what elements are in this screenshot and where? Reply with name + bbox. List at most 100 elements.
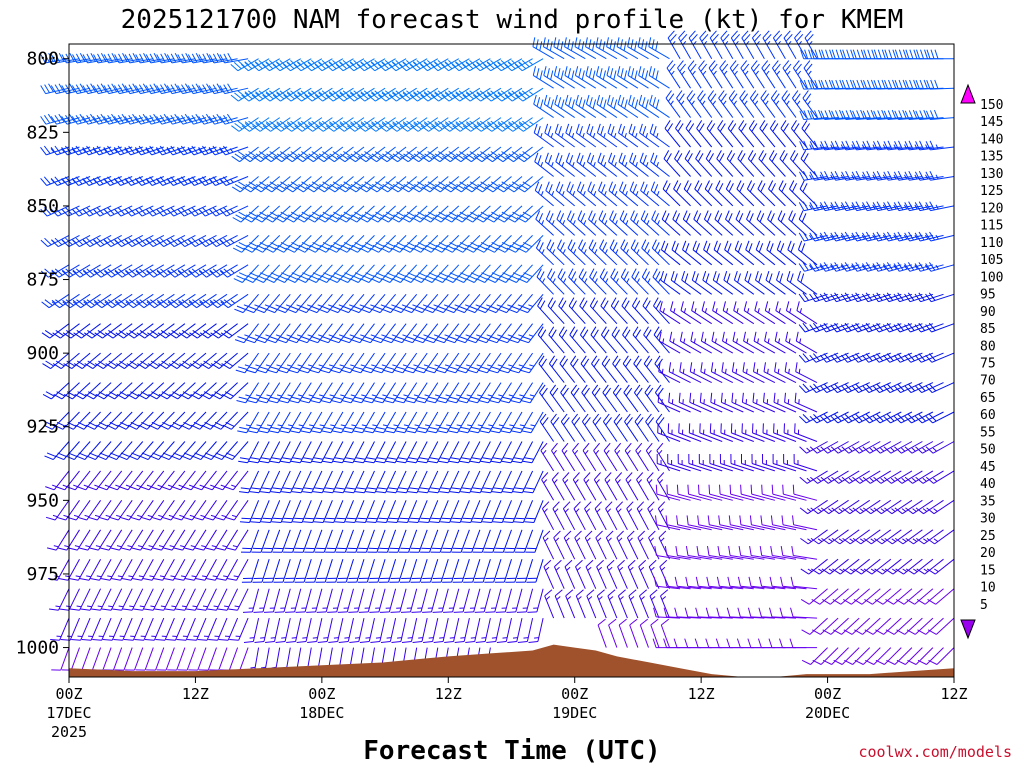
wind-barb — [564, 559, 576, 589]
wind-barb — [124, 145, 154, 156]
wind-barb — [730, 453, 754, 472]
wind-barb — [730, 30, 744, 59]
wind-barb — [554, 589, 565, 619]
wind-barb — [523, 470, 544, 494]
wind-barb — [462, 87, 491, 102]
wind-barb — [444, 617, 460, 643]
y-tick-label: 900 — [26, 343, 59, 364]
wind-barb — [364, 441, 386, 464]
wind-barb — [325, 529, 344, 553]
wind-barb — [338, 264, 365, 283]
wind-barb — [188, 293, 217, 309]
wind-barb — [617, 589, 628, 619]
wind-barb — [548, 326, 565, 354]
wind-barb — [703, 240, 723, 266]
wind-barb — [370, 617, 386, 643]
wind-barb — [667, 423, 691, 442]
wind-barb — [78, 529, 102, 551]
wind-barb — [473, 146, 502, 163]
wind-barb — [179, 382, 207, 400]
wind-barb — [702, 270, 723, 295]
wind-barb — [430, 87, 460, 102]
wind-barb — [729, 484, 754, 501]
wind-barb — [253, 588, 270, 613]
wind-barb — [187, 113, 217, 125]
wind-barb — [442, 559, 460, 583]
wind-barb — [335, 529, 354, 553]
wind-barb — [801, 120, 818, 148]
wind-barb — [113, 113, 143, 125]
wind-barb — [475, 617, 491, 643]
wind-barb — [547, 268, 565, 295]
wind-barb — [431, 117, 460, 132]
wind-barb — [83, 293, 112, 309]
wind-barb — [460, 470, 481, 494]
wind-barb — [737, 150, 755, 177]
wind-barb — [676, 90, 692, 118]
wind-barb — [359, 235, 386, 253]
colorbar-label: 60 — [980, 408, 996, 423]
wind-barb — [753, 362, 776, 384]
wind-barb — [263, 176, 291, 193]
wind-barb — [327, 588, 344, 613]
wind-barb — [284, 559, 302, 583]
wind-barb — [409, 529, 428, 553]
x-tick-label: 00Z — [308, 685, 335, 703]
wind-barb — [689, 392, 712, 413]
wind-barb — [135, 647, 154, 671]
wind-barb — [598, 181, 618, 207]
wind-barb — [136, 293, 165, 309]
wind-barb — [612, 384, 628, 413]
wind-barb — [501, 441, 523, 464]
wind-barb — [649, 94, 670, 119]
wind-barb — [785, 301, 807, 325]
wind-barb — [596, 559, 607, 589]
wind-barb — [472, 529, 491, 553]
wind-barb — [692, 240, 713, 266]
wind-barb — [401, 235, 428, 253]
wind-barb — [40, 145, 70, 156]
wind-barb — [419, 500, 439, 523]
wind-barb — [440, 500, 460, 523]
wind-barb — [746, 180, 765, 207]
wind-barb — [422, 235, 449, 253]
wind-barb — [293, 529, 312, 553]
wind-barb — [71, 83, 101, 95]
wind-barb — [268, 382, 291, 404]
wind-barb — [365, 470, 386, 494]
wind-barb — [122, 588, 144, 611]
wind-barb — [629, 618, 639, 648]
wind-barb — [483, 529, 502, 553]
wind-barb — [750, 484, 776, 501]
wind-barb — [373, 382, 397, 404]
wind-barb — [744, 270, 765, 295]
wind-barb — [732, 331, 755, 354]
wind-barb — [242, 176, 270, 193]
wind-barb — [745, 240, 765, 266]
wind-barb — [414, 352, 439, 374]
wind-barb — [292, 500, 312, 523]
wind-barb — [779, 150, 797, 177]
wind-barb — [602, 384, 618, 413]
wind-barb — [447, 411, 470, 434]
wind-barb — [671, 240, 691, 266]
wind-barb — [425, 352, 449, 374]
wind-barb — [697, 90, 713, 118]
wind-barb — [198, 145, 228, 156]
wind-barb — [506, 205, 533, 223]
wind-barb — [198, 113, 228, 125]
wind-barb — [451, 529, 470, 553]
wind-barb — [694, 180, 713, 207]
wind-barb — [505, 176, 533, 193]
wind-barb — [221, 352, 249, 370]
wind-barb — [636, 472, 649, 501]
wind-barb — [666, 484, 691, 501]
wind-barb — [590, 326, 607, 354]
wind-barb — [449, 470, 470, 494]
wind-barb — [664, 120, 681, 148]
wind-barb — [134, 617, 154, 641]
wind-barb — [182, 500, 207, 521]
wind-barb — [93, 264, 122, 278]
wind-barb — [338, 235, 365, 253]
wind-barb — [274, 176, 302, 193]
